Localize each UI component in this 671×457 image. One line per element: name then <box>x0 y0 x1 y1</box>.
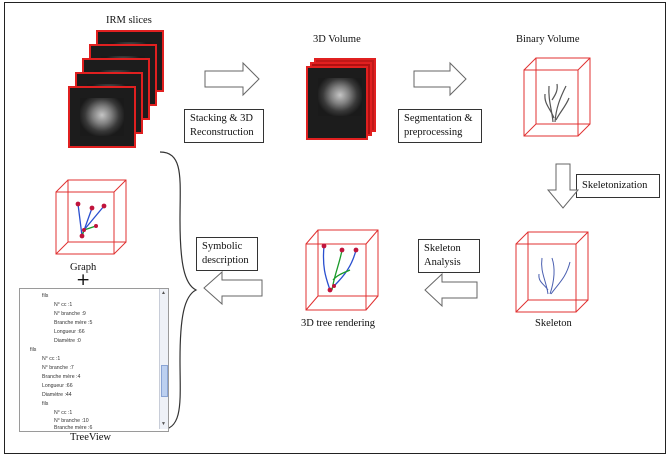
tree-leaf[interactable]: Diamètre :0 <box>54 338 81 344</box>
tree-rendering-cube <box>305 229 379 311</box>
volume-3d-label: 3D Volume <box>313 34 361 45</box>
step-segmentation-preprocessing: Segmentation & preprocessing <box>398 109 482 143</box>
mri-slice <box>68 86 136 148</box>
curly-brace-icon <box>159 151 198 431</box>
tree-leaf[interactable]: N° cc :1 <box>42 356 61 362</box>
step-skeleton-analysis: Skeleton Analysis <box>418 239 480 273</box>
arrow-right-icon <box>413 61 467 97</box>
step-stacking-line1: Stacking & 3D <box>190 113 253 124</box>
step-skeleton-analysis-line1: Skeleton <box>424 243 461 254</box>
tree-leaf[interactable]: N° cc :1 <box>54 302 73 308</box>
step-symbolic-line2: description <box>202 255 249 266</box>
tree-rendering-nodes <box>321 243 359 293</box>
scrollbar-thumb[interactable] <box>161 365 168 397</box>
graph-label: Graph <box>70 262 97 273</box>
tree-leaf[interactable]: N° cc :1 <box>54 410 73 416</box>
tree-rendering-branches <box>322 245 357 291</box>
treeview-label: TreeView <box>70 432 111 443</box>
graph-cube <box>55 179 127 255</box>
tree-node[interactable]: fils <box>42 401 49 407</box>
step-segmentation-line2: preprocessing <box>404 127 463 138</box>
arrow-right-icon <box>204 61 260 97</box>
plus-sign: + <box>76 270 91 290</box>
tree-rendering-label: 3D tree rendering <box>301 318 376 329</box>
step-skeletonization-text: Skeletonization <box>582 180 648 191</box>
binary-volume-cube <box>523 57 591 137</box>
step-skeleton-analysis-line2: Analysis <box>424 257 461 268</box>
arrow-down-icon <box>546 163 580 209</box>
irm-slices-label: IRM slices <box>106 15 152 26</box>
treeview-scrollbar[interactable]: ▲ ▼ <box>159 289 168 429</box>
tree-leaf[interactable]: Branche mère :4 <box>42 374 81 380</box>
graph-nodes <box>75 201 107 239</box>
volume-front-slice <box>306 66 368 140</box>
tree-leaf[interactable]: Longueur :66 <box>42 383 73 389</box>
binary-volume-label: Binary Volume <box>516 34 580 45</box>
skeleton-label: Skeleton <box>535 318 572 329</box>
skeleton-lines <box>538 257 571 295</box>
tree-leaf[interactable]: N° branche :10 <box>54 418 89 424</box>
skeleton-cube <box>515 231 589 313</box>
step-skeletonization: Skeletonization <box>576 174 660 198</box>
scroll-up-icon[interactable]: ▲ <box>161 290 166 296</box>
step-stacking-reconstruction: Stacking & 3D Reconstruction <box>184 109 264 143</box>
tree-leaf[interactable]: Diamètre :44 <box>42 392 72 398</box>
step-segmentation-line1: Segmentation & <box>404 113 473 124</box>
diagram-frame <box>4 2 666 454</box>
tree-leaf[interactable]: N° branche :9 <box>54 311 86 317</box>
step-symbolic-line1: Symbolic <box>202 241 243 252</box>
tree-leaf[interactable]: Branche mère :6 <box>54 425 93 431</box>
treeview-panel[interactable]: fils N° cc :1 N° branche :9 Branche mère… <box>19 288 169 432</box>
arrow-left-icon <box>203 270 263 306</box>
scroll-down-icon[interactable]: ▼ <box>161 421 166 427</box>
tree-leaf[interactable]: Branche mère :5 <box>54 320 93 326</box>
arrow-left-icon <box>424 272 478 308</box>
step-symbolic-description: Symbolic description <box>196 237 258 271</box>
step-stacking-line2: Reconstruction <box>190 127 254 138</box>
tree-node[interactable]: fils <box>42 293 49 299</box>
binary-vessel-tree <box>544 83 570 123</box>
tree-leaf[interactable]: Longueur :66 <box>54 329 85 335</box>
tree-leaf[interactable]: N° branche :7 <box>42 365 74 371</box>
tree-node[interactable]: fils <box>30 347 37 353</box>
